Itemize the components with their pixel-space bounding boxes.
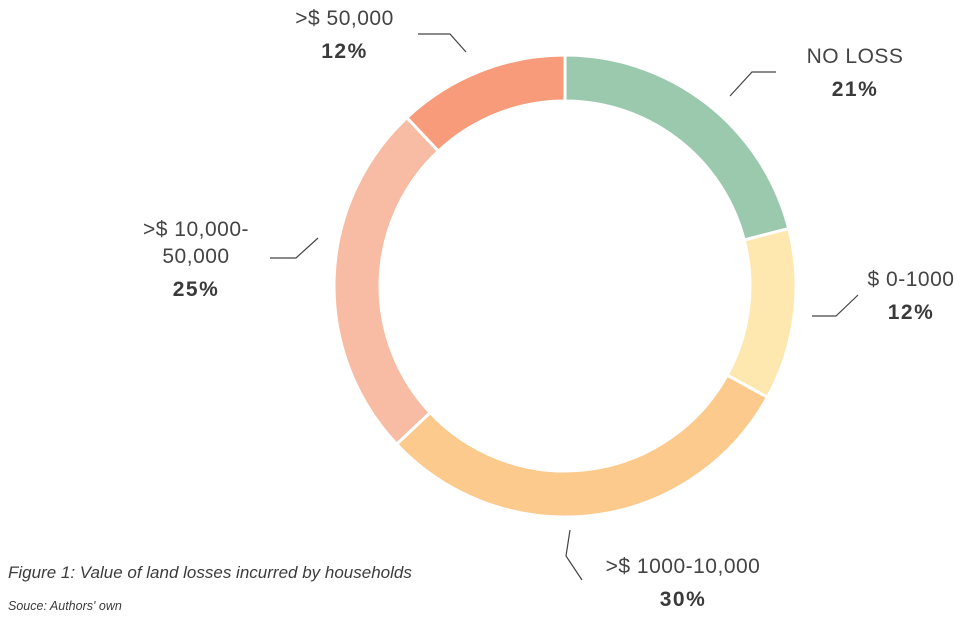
slice-label-1000-10000: >$ 1000-10,000 30%	[588, 553, 778, 613]
slice-label-no-loss: NO LOSS 21%	[780, 43, 930, 103]
slice-pct-1000-10000: 30%	[659, 588, 707, 611]
slice-name-no-loss: NO LOSS	[806, 45, 904, 68]
leader-line-10000-50000	[270, 237, 319, 259]
leader-line-no-loss	[729, 71, 776, 97]
donut-slice-3	[332, 116, 440, 446]
leader-line-0-1000	[812, 294, 859, 317]
slice-pct-10000-50000: 25%	[172, 278, 220, 301]
slice-name-0-1000: $ 0-1000	[867, 268, 955, 291]
slice-label-50000: >$ 50,000 12%	[272, 5, 417, 65]
slice-name-10000-50000: >$ 10,000- 50,000	[142, 218, 249, 268]
figure-caption: Figure 1: Value of land losses incurred …	[8, 563, 412, 582]
donut-slice-4	[405, 53, 567, 153]
leader-line-50000	[418, 33, 467, 53]
slice-pct-no-loss: 21%	[831, 78, 879, 101]
donut-slice-1	[725, 227, 798, 399]
donut-slice-2	[395, 373, 769, 519]
slice-name-1000-10000: >$ 1000-10,000	[605, 555, 761, 578]
slice-pct-50000: 12%	[321, 40, 368, 63]
slice-label-0-1000: $ 0-1000 12%	[846, 266, 976, 326]
slice-name-50000: >$ 50,000	[295, 7, 394, 30]
leader-line-1000-10000	[565, 529, 583, 581]
donut-slice-0	[563, 53, 791, 242]
slice-pct-0-1000: 12%	[887, 301, 935, 324]
slice-label-10000-50000: >$ 10,000- 50,000 25%	[126, 216, 266, 303]
figure-source: Souce: Authors' own	[8, 599, 122, 613]
